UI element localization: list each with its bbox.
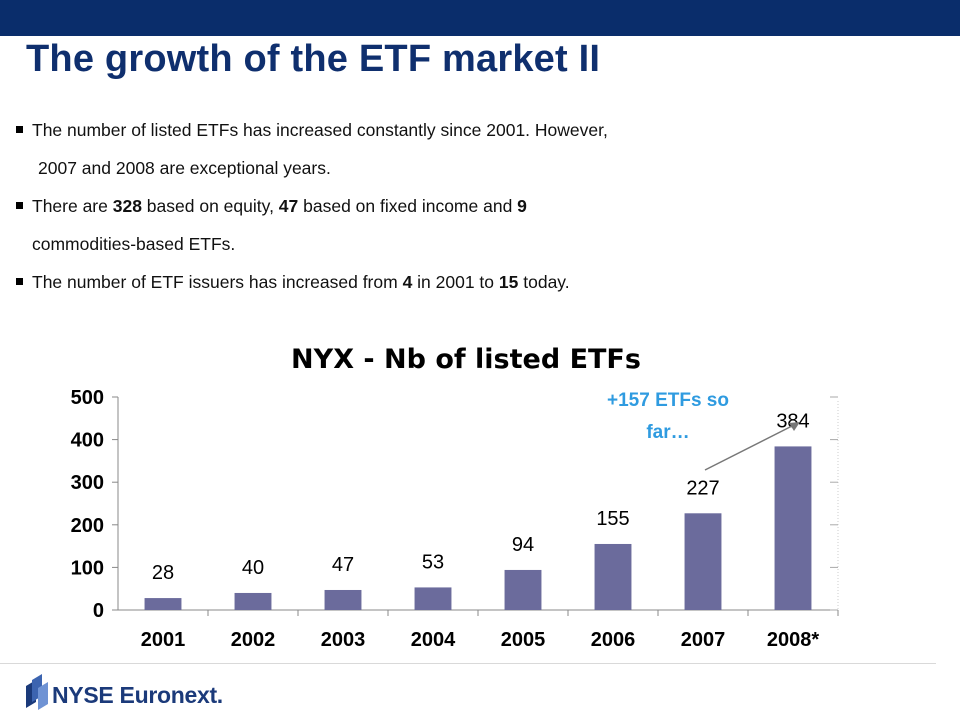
bullet-square-icon <box>16 126 23 133</box>
bar <box>144 598 182 610</box>
logo-mark-icon <box>26 674 48 710</box>
bullet-2-continuation: commodities-based ETFs. <box>14 229 944 267</box>
data-label: 94 <box>512 534 534 556</box>
annotation-text-line-2: far… <box>646 422 689 443</box>
y-tick-label: 100 <box>71 557 104 579</box>
bullet-3: The number of ETF issuers has increased … <box>14 267 944 305</box>
etf-bar-chart: NYX - Nb of listed ETFs 0 100 200 300 400 500… <box>71 344 839 651</box>
y-tick-label: 300 <box>71 472 104 494</box>
x-tick-label: 2007 <box>681 629 726 651</box>
top-banner <box>0 0 960 36</box>
x-tick-label: 2003 <box>321 629 366 651</box>
bullet-1-continuation: 2007 and 2008 are exceptional years. <box>14 153 944 191</box>
data-label: 40 <box>242 557 264 579</box>
bullet-2-line-1: There are 328 based on equity, 47 based … <box>32 196 527 216</box>
bullet-square-icon <box>16 278 23 285</box>
annotation-text-line-1: +157 ETFs so <box>607 390 729 411</box>
data-label: 47 <box>332 554 354 576</box>
nyse-euronext-logo: NYSE Euronext. <box>22 672 223 716</box>
bullet-2: There are 328 based on equity, 47 based … <box>14 191 944 229</box>
bar <box>504 569 542 610</box>
slide-title: The growth of the ETF market II <box>26 38 601 80</box>
y-tick-label: 500 <box>71 387 104 409</box>
data-label: 155 <box>596 508 629 530</box>
issuers-2001-count: 4 <box>402 272 413 292</box>
chart-title: NYX - Nb of listed ETFs <box>291 344 641 375</box>
equity-count: 328 <box>112 196 142 216</box>
bar <box>774 446 812 610</box>
bullet-square-icon <box>16 202 23 209</box>
data-label: 384 <box>776 410 809 432</box>
x-tick-label: 2002 <box>231 629 276 651</box>
data-label: 227 <box>686 477 719 499</box>
bar <box>234 592 272 610</box>
bullet-1: The number of listed ETFs has increased … <box>14 115 944 153</box>
x-tick-label: 2004 <box>411 629 456 651</box>
annotation-arrowhead-icon <box>789 422 800 431</box>
data-label: 28 <box>152 562 174 584</box>
y-tick-label: 0 <box>93 600 104 622</box>
y-tick-label: 400 <box>71 430 104 452</box>
x-tick-label: 2005 <box>501 629 546 651</box>
footer-divider <box>0 663 936 664</box>
y-tick-label: 200 <box>71 515 104 537</box>
logo-wordmark: NYSE Euronext. <box>52 682 223 708</box>
bar <box>684 513 722 610</box>
bullet-1-line-1: The number of listed ETFs has increased … <box>32 120 608 140</box>
x-tick-label: 2001 <box>141 629 186 651</box>
bullet-1-line-2: 2007 and 2008 are exceptional years. <box>38 158 331 178</box>
x-tick-label: 2008* <box>767 629 819 651</box>
commodities-count: 9 <box>517 196 527 216</box>
fixed-income-count: 47 <box>278 196 299 216</box>
bullet-list: The number of listed ETFs has increased … <box>14 115 944 305</box>
bar <box>414 587 452 610</box>
bar <box>324 589 362 610</box>
data-label: 53 <box>422 551 444 573</box>
bar <box>594 543 632 610</box>
x-tick-label: 2006 <box>591 629 636 651</box>
bullet-3-line-1: The number of ETF issuers has increased … <box>32 272 570 292</box>
issuers-today-count: 15 <box>498 272 519 292</box>
bullet-2-line-2: commodities-based ETFs. <box>32 234 236 254</box>
annotation-arrow <box>704 425 793 471</box>
